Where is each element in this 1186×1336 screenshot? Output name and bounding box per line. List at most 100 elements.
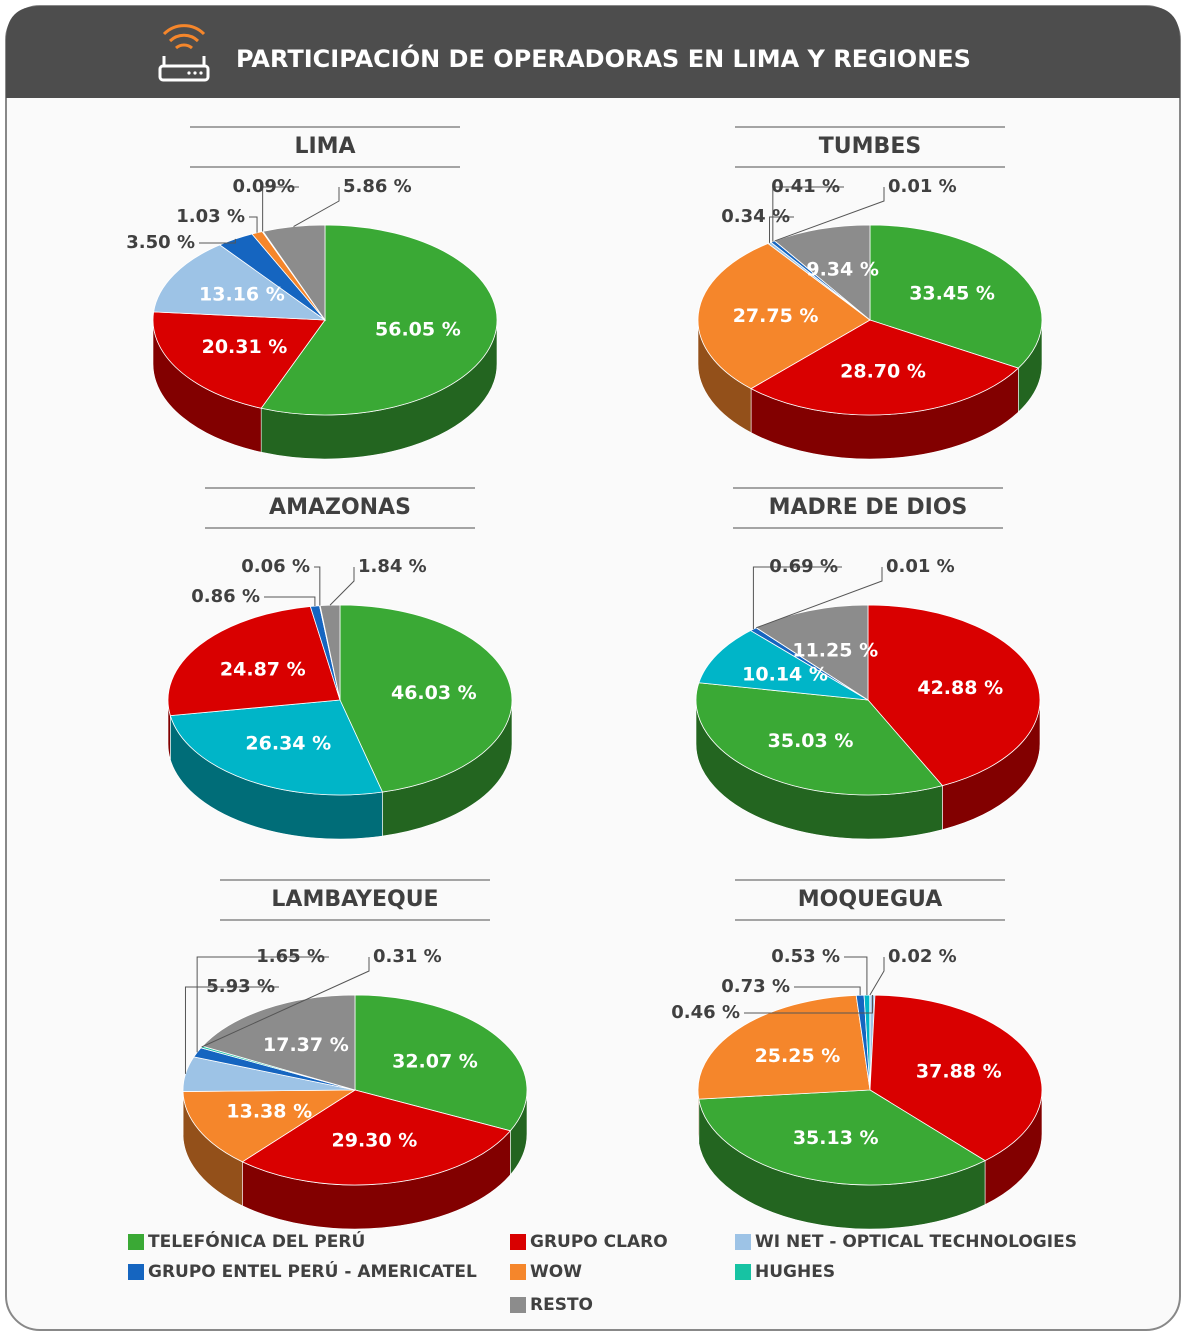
value-label: 0.06 %	[241, 556, 310, 577]
value-label: 0.01 %	[886, 556, 955, 577]
legend-label: GRUPO CLARO	[530, 1232, 668, 1252]
value-label: 56.05 %	[375, 318, 461, 340]
value-label: 25.25 %	[755, 1045, 841, 1067]
pie-title: AMAZONAS	[269, 495, 411, 520]
value-label: 29.30 %	[332, 1130, 418, 1152]
value-label: 35.03 %	[768, 730, 854, 752]
legend-label: WOW	[530, 1262, 582, 1282]
value-label: 3.50 %	[126, 232, 195, 253]
value-label: 20.31 %	[202, 336, 288, 358]
value-label: 0.31 %	[373, 946, 442, 967]
slice	[354, 994, 528, 1132]
slice	[167, 605, 341, 717]
legend-swatch	[128, 1234, 144, 1250]
pie-chart: AMAZONAS 46.03 % 26.34 % 24.87 % 1.84 % 0.06 …	[167, 487, 513, 840]
value-label: 13.38 %	[226, 1101, 312, 1123]
value-label: 1.65 %	[256, 946, 325, 967]
slice	[152, 311, 326, 409]
legend-label: RESTO	[530, 1295, 593, 1315]
value-label: 0.73 %	[721, 976, 790, 997]
pie-title: MADRE DE DIOS	[769, 495, 968, 520]
slice	[182, 1089, 357, 1163]
pie-chart: LIMA 56.05 % 20.31 % 13.16 % 5.86 % 0.09% 1.03…	[126, 126, 498, 460]
slice	[260, 224, 498, 416]
pie-title: LIMA	[294, 134, 355, 159]
value-label: 0.09%	[233, 176, 295, 197]
value-label: 10.14 %	[742, 663, 828, 685]
leader-line	[201, 957, 370, 1048]
header-bar	[6, 6, 1180, 98]
leader-line	[752, 566, 842, 630]
leader-line	[293, 187, 340, 228]
slice	[241, 1089, 512, 1186]
value-label: 33.45 %	[909, 283, 995, 305]
value-label: 0.41 %	[771, 176, 840, 197]
leader-line	[184, 986, 279, 1074]
value-label: 1.84 %	[358, 556, 427, 577]
value-label: 5.93 %	[206, 976, 275, 997]
leader-line	[314, 566, 321, 606]
legend-label: GRUPO ENTEL PERÚ - AMERICATEL	[148, 1260, 477, 1282]
legend-swatch	[510, 1234, 526, 1250]
leader-line	[869, 957, 885, 996]
value-label: 0.86 %	[191, 586, 260, 607]
leader-line	[774, 187, 885, 242]
slice	[698, 1089, 986, 1186]
value-label: 11.25 %	[792, 639, 878, 661]
leader-line	[772, 186, 844, 242]
leader-line	[264, 596, 316, 607]
legend-swatch	[510, 1264, 526, 1280]
pie-title: LAMBAYEQUE	[271, 887, 438, 912]
pie-title: TUMBES	[819, 134, 921, 159]
legend-label: TELEFÓNICA DEL PERÚ	[148, 1230, 365, 1252]
router-icon	[158, 24, 210, 82]
slice	[153, 244, 327, 321]
leader-line	[196, 956, 329, 1053]
leader-line	[262, 186, 299, 232]
leader-line	[756, 567, 883, 629]
value-label: 26.34 %	[245, 732, 331, 754]
value-label: 17.37 %	[263, 1034, 349, 1056]
slice	[750, 319, 1020, 416]
slice	[697, 243, 871, 390]
leader-line	[844, 956, 868, 996]
slice	[697, 994, 871, 1100]
leader-line	[329, 567, 355, 606]
legend-swatch	[735, 1264, 751, 1280]
value-label: 37.88 %	[916, 1060, 1002, 1082]
legend-label: HUGHES	[755, 1262, 835, 1282]
pie-chart: MOQUEGUA 37.88 % 35.13 % 25.25 % 0.02 % 0.53 …	[671, 879, 1043, 1230]
value-label: 0.46 %	[671, 1002, 740, 1023]
value-label: 9.34 %	[806, 258, 879, 280]
slice	[169, 699, 384, 796]
slice	[869, 994, 1043, 1162]
slice	[869, 224, 1043, 369]
value-label: 35.13 %	[793, 1127, 879, 1149]
legend-label: WI NET - OPTICAL TECHNOLOGIES	[755, 1232, 1077, 1252]
value-label: 0.53 %	[771, 946, 840, 967]
legend-swatch	[128, 1264, 144, 1280]
slice	[201, 994, 356, 1091]
value-label: 0.02 %	[888, 946, 957, 967]
page-title: PARTICIPACIÓN DE OPERADORAS EN LIMA Y RE…	[236, 43, 971, 73]
value-label: 1.03 %	[176, 206, 245, 227]
leader-line	[199, 238, 236, 244]
pie-chart: TUMBES 33.45 % 28.70 % 27.75 % 9.34 % 0.01 % 0…	[697, 126, 1043, 460]
pie-chart: MADRE DE DIOS 42.88 % 35.03 % 10.14 %11.25 …	[695, 487, 1041, 840]
slice	[695, 682, 944, 796]
pie-chart: LAMBAYEQUE 32.07 % 29.30 % 13.38 % 17.37 % 0.…	[182, 879, 528, 1230]
value-label: 5.86 %	[343, 176, 412, 197]
value-label: 0.34 %	[721, 206, 790, 227]
value-label: 32.07 %	[392, 1051, 478, 1073]
leader-line	[769, 216, 794, 243]
leader-line	[249, 216, 258, 233]
leader-line	[744, 995, 873, 1014]
value-label: 0.01 %	[888, 176, 957, 197]
value-label: 27.75 %	[733, 305, 819, 327]
value-label: 42.88 %	[917, 677, 1003, 699]
value-label: 28.70 %	[840, 360, 926, 382]
value-label: 0.69 %	[769, 556, 838, 577]
slice	[339, 604, 513, 793]
